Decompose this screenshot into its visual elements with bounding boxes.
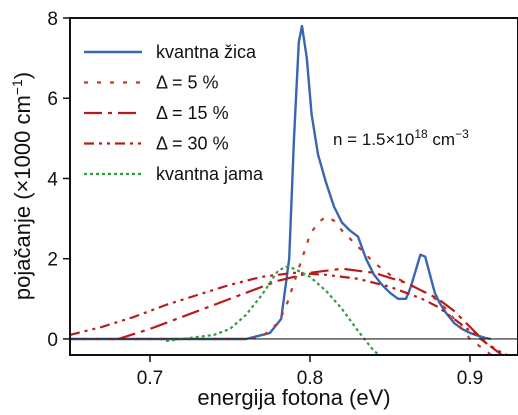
y-axis-title-sup: −1 [9,79,25,95]
legend-label-2: Δ = 15 % [156,103,229,123]
y-tick-label: 0 [47,330,58,351]
series-line-2 [117,267,505,355]
series-line-1 [70,215,494,355]
y-tick-label: 4 [47,169,58,190]
annotation-unit: cm [428,130,455,149]
plot-frame [69,17,518,356]
y-axis-title-main: pojačanje (×1000 cm [10,95,35,300]
series-line-3 [70,271,511,355]
x-tick-label: 0.8 [297,368,323,389]
annotation-unit-exponent: −3 [455,127,469,141]
density-annotation: n = 1.5×1018 cm−3 [333,127,469,149]
annotation-main: n = 1.5×10 [333,130,414,149]
y-tick-label: 2 [47,250,58,271]
legend-label-0: kvantna žica [156,42,257,62]
ticks-layer: 0.7 0.8 0.9 0 2 4 6 8 [47,9,483,389]
legend-label-4: kvantna jama [156,164,264,184]
y-tick-label: 8 [47,9,58,30]
annotation-sup-exponent: 18 [414,127,428,141]
series-layer [70,24,511,355]
x-tick-label: 0.9 [457,368,483,389]
legend-label-1: Δ = 5 % [156,73,219,93]
y-tick-label: 6 [47,89,58,110]
series-line-4 [165,265,382,355]
legend-label-3: Δ = 30 % [156,134,229,154]
legend: kvantna žica Δ = 5 % Δ = 15 % Δ = 30 % kvant… [84,42,264,184]
x-tick-label: 0.7 [137,368,163,389]
x-axis-title: energija fotona (eV) [197,385,390,410]
y-axis-title-end: ) [10,72,35,79]
series-line-0 [70,24,492,341]
y-axis-title: pojačanje (×1000 cm−1) [9,72,35,300]
